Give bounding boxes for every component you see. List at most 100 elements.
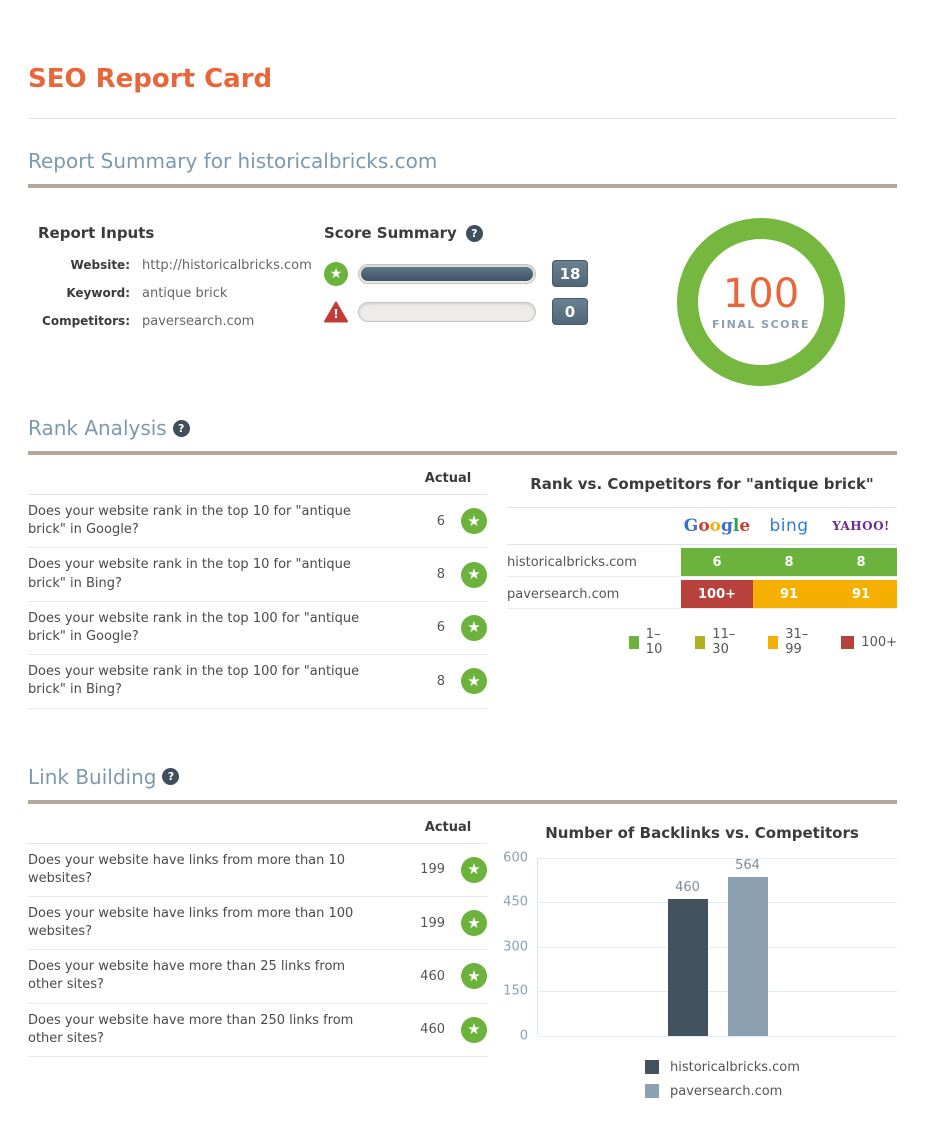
pass-star-icon: ★ [461,856,487,883]
y-axis-tick: 600 [503,850,528,865]
question-text: Does your website have more than 250 lin… [28,1012,354,1046]
question-text: Does your website rank in the top 10 for… [28,557,351,591]
report-inputs: Report Inputs Website: http://historical… [28,224,320,386]
chart-bars: 460 564 [538,858,897,1036]
report-summary-heading: Report Summary for historicalbricks.com [28,149,438,173]
help-icon[interactable]: ? [162,768,180,785]
legend-swatch-historicalbricks [645,1060,659,1074]
legend-item: historicalbricks.com [645,1060,897,1075]
rank-cell: 8 [753,548,825,576]
help-icon[interactable]: ? [465,224,483,242]
competitors-table-header: Google bing YAHOO! [507,507,897,545]
keyword-value: antique brick [142,286,228,301]
competitors-table-title: Rank vs. Competitors for "antique brick" [530,475,874,493]
table-row: Does your website have links from more t… [28,897,487,951]
competitors-label: Competitors: [42,314,130,328]
report-summary-divider [28,184,897,188]
bar-group: 460 [667,858,708,1036]
question-text: Does your website have more than 25 link… [28,959,346,993]
legend-swatch-olive [695,635,706,649]
question-text: Does your website rank in the top 10 for… [28,504,351,538]
actual-value: 460 [420,1022,445,1038]
table-row: historicalbricks.com 6 8 8 [507,548,897,577]
table-row: Does your website rank in the top 10 for… [28,495,487,549]
input-row-competitors: Competitors: paversearch.com [38,314,320,329]
rank-analysis-section: Actual Does your website rank in the top… [28,461,897,709]
gridline [538,1035,897,1037]
site-name: paversearch.com [507,586,620,602]
report-inputs-heading: Report Inputs [38,224,155,242]
final-score-label: FINAL SCORE [712,318,810,331]
link-building-section: Actual Does your website have links from… [28,810,897,1099]
bar-value-label: 564 [735,857,760,873]
legend-item: 11–30 [695,627,742,657]
legend-swatch-red [841,635,855,649]
yahoo-logo: YAHOO! [832,519,890,533]
bar-historicalbricks [667,899,708,1036]
title-divider [28,118,897,119]
legend-swatch-amber [768,635,779,649]
pass-progress-fill [361,266,533,281]
website-value: http://historicalbricks.com [142,258,312,273]
score-row-pass: ★ 18 [324,260,624,287]
competitors-value: paversearch.com [142,314,255,329]
legend-label: paversearch.com [670,1083,783,1099]
y-axis-tick: 300 [503,939,528,954]
help-icon[interactable]: ? [172,419,190,437]
legend-swatch-green [629,635,639,649]
keyword-label: Keyword: [66,286,130,300]
table-row: Does your website rank in the top 100 fo… [28,602,487,656]
chart-plot-area: 600 450 300 150 0 460 564 [503,850,897,1043]
table-row: Does your website have more than 250 lin… [28,1004,487,1057]
report-summary-section: Report Inputs Website: http://historical… [28,218,897,386]
bar-value-label: 460 [675,880,700,896]
actual-value: 199 [420,915,445,931]
link-building-heading: Link Building ? [28,765,897,789]
actual-column-header: Actual [424,471,472,486]
input-row-website: Website: http://historicalbricks.com [38,258,320,273]
legend-label: 100+ [861,634,898,650]
pass-star-icon: ★ [461,910,487,937]
table-row: Does your website have links from more t… [28,844,487,897]
seo-report-page: SEO Report Card Report Summary for histo… [0,64,925,1129]
legend-label: 1–10 [645,627,663,657]
actual-value: 460 [420,968,445,984]
pass-star-icon: ★ [461,963,487,990]
link-building-title: Link Building [28,764,157,789]
rank-cell: 91 [753,580,825,608]
rank-cell: 91 [825,580,897,608]
gridline [538,991,897,992]
legend-swatch-paversearch [645,1084,659,1098]
actual-column-header: Actual [424,819,472,835]
table-row: paversearch.com 100+ 91 91 [507,580,897,609]
link-questions-table: Actual Does your website have links from… [28,810,487,1099]
pass-star-icon: ★ [461,614,487,641]
legend-item: paversearch.com [645,1084,897,1099]
gridline [538,902,897,903]
link-table-header: Actual [28,810,487,844]
website-label: Website: [70,258,130,272]
star-icon: ★ [324,261,348,286]
rank-cell: 6 [681,548,753,576]
rank-vs-competitors-panel: Rank vs. Competitors for "antique brick"… [507,461,897,709]
bar-paversearch [727,876,768,1036]
question-text: Does your website rank in the top 100 fo… [28,610,360,644]
rank-analysis-title: Rank Analysis [28,416,167,440]
pass-progress-track [358,263,536,284]
pass-star-icon: ★ [461,508,487,535]
actual-value: 199 [420,862,445,878]
pass-star-icon: ★ [461,561,487,588]
rank-legend: 1–10 11–30 31–99 100+ [629,627,897,657]
rank-analysis-heading: Rank Analysis ? [28,416,897,440]
legend-item: 31–99 [768,627,815,657]
rank-cell: 8 [825,548,897,576]
question-text: Does your website have links from more t… [28,905,354,940]
final-score-ring: 100 FINAL SCORE [677,218,845,386]
bing-logo: bing [769,516,809,536]
page-title: SEO Report Card [28,64,273,94]
pass-score-badge: 18 [552,260,588,287]
legend-item: 1–10 [629,627,669,657]
rank-table-header: Actual [28,461,487,495]
score-summary-title: Score Summary [324,224,457,242]
rank-analysis-divider [28,451,897,455]
